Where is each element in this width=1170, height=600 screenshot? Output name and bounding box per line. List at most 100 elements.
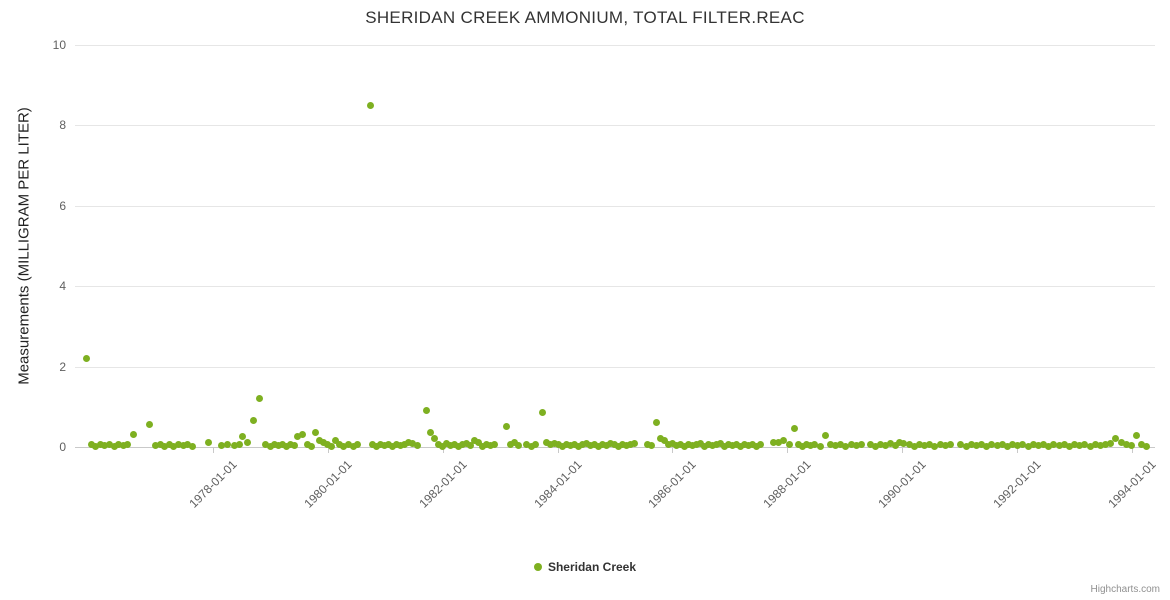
data-point[interactable] (882, 442, 890, 450)
data-point[interactable] (401, 441, 409, 449)
data-point[interactable] (450, 441, 458, 449)
data-point[interactable] (676, 441, 684, 449)
data-point[interactable] (223, 440, 231, 448)
data-point[interactable] (542, 439, 550, 447)
data-point[interactable] (790, 425, 798, 433)
legend-item-sheridan-creek[interactable]: Sheridan Creek (0, 560, 1170, 574)
data-point[interactable] (871, 442, 879, 450)
data-point[interactable] (115, 441, 123, 449)
data-point[interactable] (514, 442, 522, 450)
data-point[interactable] (405, 438, 413, 446)
data-point[interactable] (331, 437, 339, 445)
data-point[interactable] (239, 433, 247, 441)
data-point[interactable] (672, 442, 680, 450)
data-point[interactable] (574, 442, 582, 450)
data-point[interactable] (807, 442, 815, 450)
data-point[interactable] (462, 440, 470, 448)
data-point[interactable] (1014, 442, 1022, 450)
data-point[interactable] (506, 441, 514, 449)
data-point[interactable] (946, 441, 954, 449)
data-point[interactable] (546, 441, 554, 449)
data-point[interactable] (243, 439, 251, 447)
data-point[interactable] (978, 441, 985, 449)
data-point[interactable] (1034, 442, 1042, 450)
data-point[interactable] (1096, 442, 1104, 450)
data-point[interactable] (983, 442, 991, 450)
data-point[interactable] (737, 442, 745, 450)
data-point[interactable] (1060, 441, 1068, 449)
data-point[interactable] (910, 442, 918, 450)
data-point[interactable] (490, 441, 498, 449)
data-point[interactable] (606, 440, 614, 448)
data-point[interactable] (434, 441, 442, 449)
data-point[interactable] (1076, 442, 1084, 450)
data-point[interactable] (709, 442, 717, 450)
data-point[interactable] (931, 442, 939, 450)
data-point[interactable] (165, 441, 173, 449)
data-point[interactable] (749, 441, 757, 449)
data-point[interactable] (377, 441, 385, 449)
data-point[interactable] (354, 441, 362, 449)
data-point[interactable] (689, 442, 697, 450)
data-point[interactable] (891, 442, 899, 450)
data-point[interactable] (156, 441, 164, 449)
data-point[interactable] (188, 442, 196, 450)
data-point[interactable] (598, 441, 606, 449)
data-point[interactable] (466, 442, 474, 450)
data-point[interactable] (1138, 441, 1146, 449)
data-point[interactable] (656, 435, 664, 443)
data-point[interactable] (369, 441, 377, 449)
data-point[interactable] (745, 442, 753, 450)
data-point[interactable] (594, 442, 602, 450)
data-point[interactable] (119, 442, 127, 450)
data-point[interactable] (962, 442, 970, 450)
data-point[interactable] (866, 441, 874, 449)
data-point[interactable] (393, 441, 401, 449)
data-point[interactable] (842, 442, 850, 450)
data-point[interactable] (1003, 442, 1011, 450)
data-point[interactable] (454, 442, 462, 450)
data-point[interactable] (532, 441, 540, 449)
data-point[interactable] (170, 442, 178, 450)
data-point[interactable] (602, 442, 610, 450)
data-point[interactable] (486, 442, 494, 450)
data-point[interactable] (409, 440, 417, 448)
data-point[interactable] (1143, 442, 1151, 450)
data-point[interactable] (204, 439, 212, 447)
data-point[interactable] (130, 431, 138, 439)
data-point[interactable] (1091, 441, 1099, 449)
data-point[interactable] (998, 441, 1006, 449)
data-point[interactable] (957, 441, 965, 449)
data-point[interactable] (993, 442, 1001, 450)
data-point[interactable] (294, 433, 302, 441)
data-point[interactable] (770, 438, 778, 446)
data-point[interactable] (967, 441, 975, 449)
data-point[interactable] (586, 442, 594, 450)
data-point[interactable] (105, 441, 113, 449)
data-point[interactable] (936, 441, 944, 449)
data-point[interactable] (389, 442, 397, 450)
data-point[interactable] (857, 441, 865, 449)
data-point[interactable] (470, 437, 478, 445)
data-point[interactable] (262, 441, 270, 449)
data-point[interactable] (729, 442, 737, 450)
data-point[interactable] (482, 441, 490, 449)
data-point[interactable] (1112, 435, 1120, 443)
data-point[interactable] (988, 441, 996, 449)
data-point[interactable] (319, 439, 327, 447)
data-point[interactable] (775, 439, 783, 447)
data-point[interactable] (816, 442, 824, 450)
data-point[interactable] (151, 442, 159, 450)
data-point[interactable] (502, 423, 510, 431)
data-point[interactable] (161, 442, 169, 450)
data-point[interactable] (1024, 442, 1032, 450)
data-point[interactable] (1019, 441, 1027, 449)
data-point[interactable] (458, 441, 466, 449)
data-point[interactable] (757, 441, 765, 449)
data-point[interactable] (578, 441, 586, 449)
data-point[interactable] (887, 440, 895, 448)
data-point[interactable] (282, 442, 290, 450)
data-point[interactable] (82, 355, 90, 363)
data-point[interactable] (693, 441, 701, 449)
data-point[interactable] (87, 441, 95, 449)
